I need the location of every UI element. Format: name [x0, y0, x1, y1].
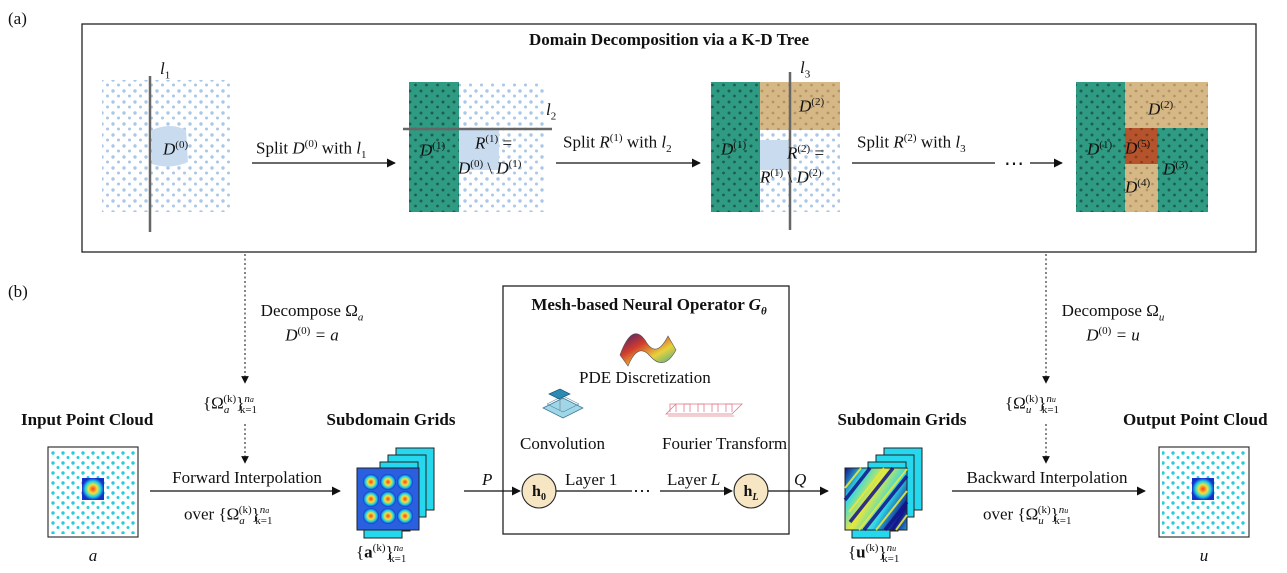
input-title: Input Point Cloud [21, 410, 154, 429]
decompose-right-line2: D(0) = u [1086, 325, 1140, 345]
backward-over: over {Ωu(k)}nuk=1 [983, 504, 1072, 528]
split-step-3: Split R(2) with l3 [857, 132, 966, 156]
output-subdomain-grid-stack [843, 447, 923, 539]
output-variable: u [1199, 546, 1209, 565]
panel-a-title: Domain Decomposition via a K-D Tree [528, 30, 810, 49]
panel-b-label: (b) [8, 282, 28, 301]
final-d2-label: D(2) [1148, 99, 1174, 119]
d0-label: D(0) [163, 139, 189, 159]
r1-definition-line1: R(1) = [475, 133, 513, 153]
subdomain-grids-left-title: Subdomain Grids [326, 410, 456, 429]
split-step-2: Split R(1) with l2 [563, 132, 672, 156]
kd-stage-1 [403, 82, 552, 212]
subdomain-set-left: {Ωa(k)}nak=1 [203, 393, 258, 417]
operator-title: Mesh-based Neural Operator Gθ [531, 295, 767, 318]
grid-set-right: {u(k)}nuk=1 [848, 542, 900, 566]
pde-surface-icon [619, 333, 677, 367]
stage2-d1-label: D(1) [721, 139, 747, 159]
r1-definition-line2: D(0) \ D(1) [458, 158, 522, 178]
final-d3-label: D(3) [1163, 159, 1189, 179]
stage1-d1-label: D(1) [420, 140, 446, 160]
line-l1-label: l1 [160, 59, 171, 82]
fourier-icon [665, 403, 743, 417]
stage2-d2-label: D(2) [799, 96, 825, 116]
layer-ellipsis: ⋯ [633, 481, 651, 501]
final-d1-label: D(1) [1087, 139, 1113, 159]
pde-label: PDE Discretization [579, 368, 711, 387]
decompose-left-line1: Decompose Ωa [260, 301, 364, 324]
line-l3-label: l3 [800, 58, 811, 81]
split-step-1: Split D(0) with l1 [256, 138, 367, 162]
subdomain-set-right: {Ωu(k)}nuk=1 [1005, 393, 1060, 417]
hL-label: hL [743, 483, 759, 504]
projection-P: P [482, 470, 493, 489]
subdomain-grids-right-title: Subdomain Grids [837, 410, 967, 429]
convolution-label: Convolution [520, 434, 606, 453]
projection-Q: Q [794, 470, 807, 489]
r2-definition-line1: R(2) = [787, 143, 825, 163]
final-d4-label: D(4) [1125, 177, 1151, 197]
kd-stage-0 [102, 76, 232, 232]
kd-ellipsis: ⋯ [1004, 153, 1024, 175]
input-point-cloud [47, 446, 139, 538]
grid-set-left: {a(k)}nak=1 [356, 542, 407, 566]
h0-label: h0 [532, 483, 546, 504]
layer-1-label: Layer 1 [565, 470, 618, 489]
input-subdomain-grid-stack [356, 447, 435, 539]
operator-frame [502, 285, 790, 535]
line-l2-label: l2 [546, 100, 557, 123]
r2-definition-line2: R(1) \ D(2) [760, 167, 822, 187]
decompose-right-line1: Decompose Ωu [1061, 301, 1165, 324]
kd-stage-2 [711, 72, 840, 230]
final-d5-label: D(5) [1125, 138, 1151, 158]
convolution-icon [542, 388, 584, 419]
input-variable: a [88, 546, 98, 565]
forward-interpolation-label: Forward Interpolation [172, 468, 322, 487]
output-title: Output Point Cloud [1123, 410, 1268, 429]
kd-stage-final [1076, 82, 1208, 212]
fourier-label: Fourier Transform [662, 434, 788, 453]
panel-a-frame [81, 23, 1257, 253]
backward-interpolation-label: Backward Interpolation [966, 468, 1128, 487]
decompose-left-line2: D(0) = a [285, 325, 339, 345]
forward-over: over {Ωa(k)}nak=1 [184, 504, 273, 528]
panel-a-label: (a) [8, 9, 27, 28]
output-point-cloud [1158, 446, 1250, 538]
layer-L-label: Layer L [667, 470, 721, 489]
